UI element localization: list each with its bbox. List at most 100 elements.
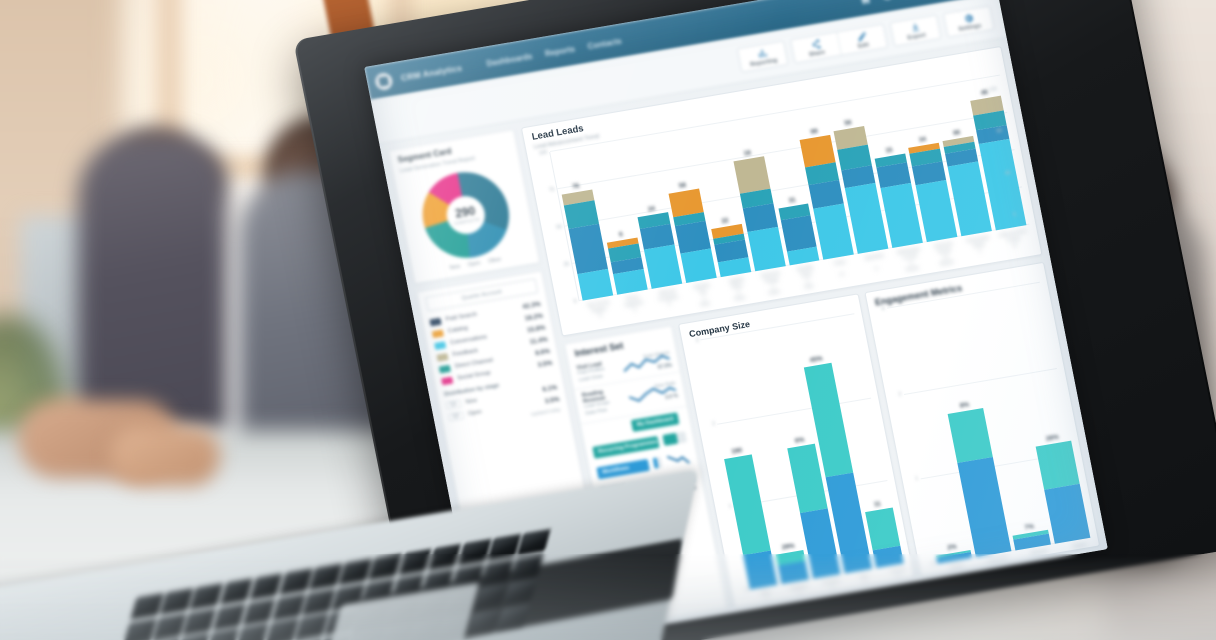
x-tick-label: Category 1	[788, 582, 808, 596]
x-tick-label: Annual 1	[889, 566, 905, 579]
row-value: 8.6%	[534, 347, 551, 357]
y-tick-label: 2	[711, 420, 716, 428]
row-value: 15.8%	[526, 323, 546, 334]
keyboard-key[interactable]	[272, 593, 306, 621]
y-tick-label-right: 120	[987, 86, 998, 94]
row-value: 11.4%	[529, 335, 549, 346]
bar-segment	[743, 550, 778, 590]
x-tick-label: Response	[987, 554, 1009, 564]
nav-link-reports[interactable]: Reports	[544, 44, 576, 58]
y-tick-label: 100	[538, 149, 548, 157]
row-value: 42.3%	[521, 300, 542, 311]
settings-button[interactable]: Settings	[944, 6, 994, 36]
x-tick-label: Phone Segment 3	[624, 294, 644, 313]
bar-value-label: 76	[571, 182, 580, 191]
list-item[interactable]: Reading Revenue Lead Scope Data Flow New…	[573, 372, 688, 425]
home-icon[interactable]	[857, 0, 872, 7]
row-value: 3.5%	[537, 359, 553, 369]
gear-icon	[964, 13, 973, 23]
x-tick-label: Top Tier by Region 8	[586, 299, 610, 318]
settings-label: Settings	[958, 22, 982, 33]
bar-segment	[1044, 484, 1091, 544]
reporting-label: Reporting	[749, 57, 778, 68]
sparkline-chart[interactable]: New Rate 3.0 %	[627, 382, 679, 407]
toolbar-group-share-edit: Share Edit	[789, 22, 889, 64]
reporting-button[interactable]: Reporting	[738, 41, 788, 71]
x-tick-label: Region	[1072, 541, 1088, 549]
share-icon	[812, 39, 820, 49]
edit-button[interactable]: Edit	[837, 24, 887, 54]
segment-card: Segment Card Lead Generation Trend Repor…	[387, 128, 541, 285]
bell-icon[interactable]	[879, 0, 894, 3]
share-button[interactable]: Share	[790, 31, 842, 63]
y-tick-label: 2	[898, 391, 902, 398]
swatch-icon	[431, 329, 444, 338]
bar-segment	[733, 155, 770, 194]
x-tick-label: Monthly Story 5 Vary	[796, 264, 814, 290]
donut-chart[interactable]: 290 CONTACTS	[415, 165, 517, 265]
keyboard-key[interactable]	[242, 598, 276, 626]
keyboard-key[interactable]	[152, 613, 187, 640]
edit-label: Edit	[857, 41, 870, 50]
bar-value-label: 6%	[794, 436, 805, 445]
swatch-icon	[429, 317, 442, 326]
donut-legend-item-1: Open	[467, 260, 482, 269]
keyboard-key[interactable]	[182, 608, 217, 636]
keyboard-key[interactable]	[175, 633, 210, 640]
y-tick-label-right: 0	[1012, 212, 1017, 219]
laptop-screen: CRM Analytics Dashboards Reports Contact…	[364, 0, 1108, 640]
list-item[interactable]: Visit Lead Paid Profiles Lead Close Tota…	[568, 344, 681, 391]
bar-value-label: 31	[788, 196, 797, 205]
keyboard-key[interactable]	[427, 543, 462, 571]
keyboard-key[interactable]	[265, 618, 299, 640]
export-button[interactable]: Export	[891, 15, 941, 45]
x-tick-label: Channel	[1029, 548, 1048, 557]
keyboard-key[interactable]	[338, 558, 373, 586]
pencil-icon	[857, 31, 866, 41]
progress-track	[652, 456, 663, 470]
keyboard-key[interactable]	[294, 613, 329, 640]
keyboard-key[interactable]	[235, 623, 269, 640]
keyboard-key[interactable]	[189, 583, 224, 611]
bar-segment	[643, 244, 683, 289]
keyboard-key[interactable]	[473, 583, 508, 611]
bar-value-label: 45%	[809, 355, 824, 365]
keyboard-key[interactable]	[480, 558, 515, 586]
x-tick-label: Whitepaper Access 9 Series	[896, 246, 921, 272]
keyboard-key[interactable]	[205, 628, 240, 640]
bar-segment	[780, 215, 818, 253]
progress-track	[662, 431, 688, 447]
keyboard-key[interactable]	[487, 533, 522, 561]
sparkline-value: 57.0%	[657, 362, 673, 371]
person-silhouette-left	[78, 136, 228, 436]
x-tick-label: Quarterly 0	[864, 252, 884, 272]
keyboard-key[interactable]	[249, 573, 283, 601]
keyboard-key[interactable]	[308, 563, 343, 591]
toolbar-group-settings: Settings	[942, 4, 995, 38]
keyboard-key[interactable]	[219, 578, 254, 606]
progress-row-workflows: Workflows	[588, 445, 699, 485]
keyboard-key[interactable]	[368, 553, 402, 581]
trend-down-icon	[666, 455, 690, 464]
donut-legend-item-0: New	[449, 263, 461, 272]
keyboard-key[interactable]	[457, 538, 492, 566]
keyboard-key[interactable]	[279, 568, 313, 596]
nav-link-dashboards[interactable]: Dashboards	[485, 51, 534, 68]
keyboard-key[interactable]	[398, 548, 432, 576]
nav-link-contacts[interactable]: Contacts	[586, 36, 623, 51]
keyboard-key[interactable]	[212, 603, 247, 631]
y-tick-label-right: 80	[996, 128, 1003, 136]
bar-segment	[747, 227, 786, 272]
y-tick-label: 1	[914, 476, 919, 483]
keyboard-key[interactable]	[301, 588, 336, 616]
sparkline-chart[interactable]: Total Shares 57.0%	[621, 351, 673, 376]
x-tick-label: Outreach Result 10 Based	[933, 240, 954, 266]
bar-value-label: 2%	[946, 543, 958, 553]
row-value: 3.5%	[544, 395, 560, 405]
donut-legend-item-2: Other	[487, 256, 502, 265]
keyboard-key[interactable]	[159, 587, 194, 615]
sparkline-value: 3.0 %	[664, 393, 679, 402]
chart-icon	[758, 49, 767, 58]
bar-value-label: 7%	[1024, 523, 1035, 532]
